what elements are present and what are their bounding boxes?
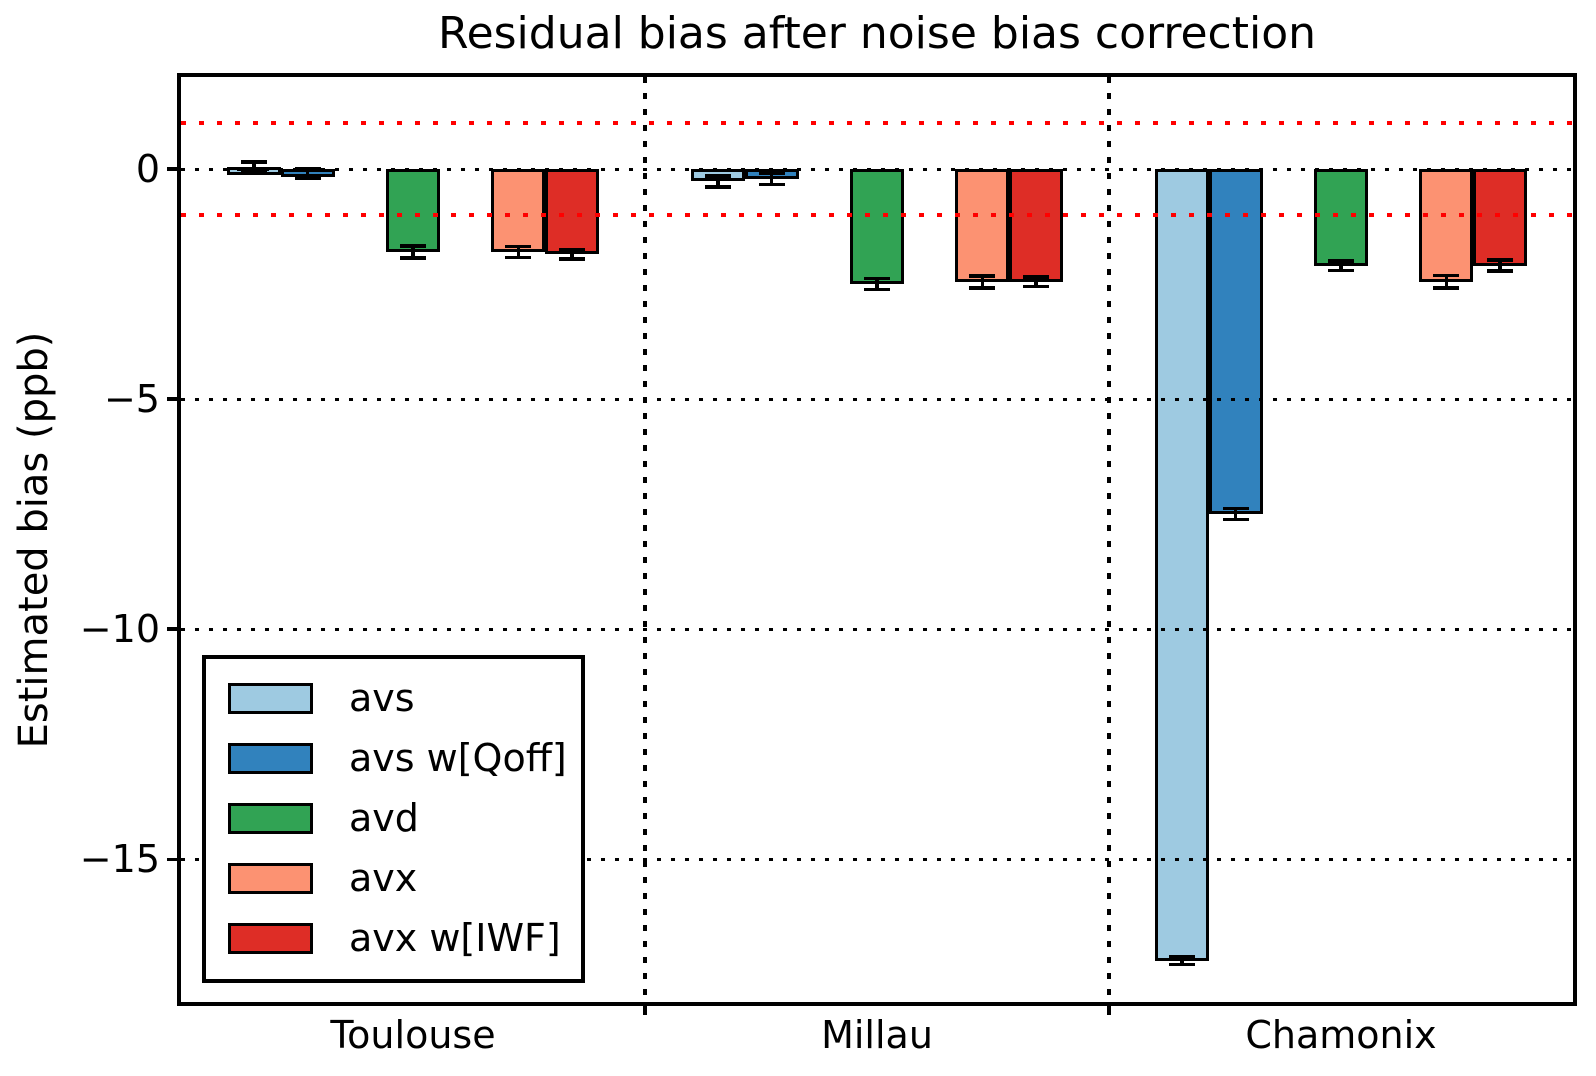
x-tick-mark (643, 1006, 647, 1015)
legend-item-avs-w-qoff: avs w[Qoff] (228, 736, 571, 781)
error-bar-avx-millau (980, 275, 985, 288)
legend-label-avx: avx (349, 856, 418, 901)
x-tick-label-chamonix: Chamonix (1245, 1013, 1437, 1057)
bar-avs-chamonix (1154, 169, 1209, 961)
error-bar-avx-w-iwf-millau (1034, 277, 1038, 287)
error-bar-avx-w-iwf-toulouse (570, 249, 574, 259)
error-bar-cap (969, 286, 996, 290)
error-bar-cap (704, 185, 731, 189)
bar-avd-millau (850, 169, 904, 285)
y-tick-label: −10 (79, 607, 160, 652)
gridline-minus15 (181, 857, 1573, 861)
bar-avx-w-iwf-millau (1009, 169, 1064, 282)
error-bar-cap (969, 274, 996, 278)
threshold-line-minus1 (181, 213, 1573, 218)
legend-swatch-avd (228, 803, 313, 835)
error-bar-cap (1222, 517, 1249, 522)
error-bar-cap (758, 171, 785, 176)
bar-avs-w-qoff-chamonix (1208, 169, 1263, 515)
error-bar-avd-millau (875, 278, 879, 290)
error-bar-cap (1328, 259, 1354, 263)
y-tick-label: −15 (79, 837, 160, 882)
error-bar-avx-chamonix (1444, 275, 1449, 289)
error-bar-cap (1023, 284, 1050, 289)
y-tick-label: −5 (103, 377, 160, 422)
legend-item-avx: avx (228, 856, 571, 901)
error-bar-cap (505, 244, 532, 249)
error-bar-cap (1168, 962, 1195, 966)
x-tick-label-toulouse: Toulouse (330, 1013, 496, 1057)
error-bar-cap (1487, 258, 1514, 262)
threshold-line-plus1 (181, 121, 1573, 126)
error-bar-cap (294, 176, 321, 180)
bar-avd-toulouse (386, 169, 440, 252)
error-bar-cap (864, 276, 890, 281)
error-bar-avx-w-iwf-chamonix (1498, 260, 1502, 272)
error-bar-cap (1433, 273, 1460, 278)
bar-avx-toulouse (491, 169, 546, 252)
gridline-0 (181, 167, 1573, 171)
bar-avx-chamonix (1419, 169, 1474, 282)
legend-swatch-avs (228, 683, 313, 715)
error-bar-cap (1168, 955, 1195, 959)
gridline-minus10 (181, 627, 1573, 631)
error-bar-cap (559, 257, 586, 261)
error-bar-cap (1222, 506, 1249, 511)
error-bar-avs-chamonix (1180, 956, 1184, 965)
y-tick-mark (167, 167, 178, 171)
group-separator-1 (642, 77, 647, 1002)
error-bar-cap (864, 287, 890, 292)
bar-avd-chamonix (1314, 169, 1368, 266)
legend: avs avs w[Qoff] avd avx avx w[IWF] (202, 655, 585, 983)
error-bar-avs-w-qoff-toulouse (305, 169, 310, 179)
error-bar-cap (240, 169, 267, 174)
error-bar-cap (1328, 268, 1354, 273)
bar-avx-w-iwf-chamonix (1473, 169, 1528, 266)
error-bar-cap (1433, 286, 1460, 290)
error-bar-cap (1023, 275, 1050, 279)
y-tick-mark (167, 857, 178, 862)
y-tick-mark (167, 627, 178, 631)
legend-item-avx-w-iwf: avx w[IWF] (228, 916, 571, 961)
error-bar-cap (400, 244, 426, 248)
error-bar-cap (704, 174, 731, 178)
bar-avx-w-iwf-toulouse (545, 169, 600, 255)
legend-swatch-avx-w-iwf (228, 923, 313, 955)
error-bar-cap (294, 167, 321, 171)
legend-item-avs: avs (228, 676, 571, 721)
legend-label-avs: avs (349, 676, 415, 721)
error-bar-cap (240, 160, 267, 164)
gridline-minus5 (181, 397, 1573, 401)
group-separator-2 (1107, 77, 1112, 1002)
chart-title: Residual bias after noise bias correctio… (437, 8, 1317, 59)
error-bar-avd-toulouse (411, 245, 415, 258)
x-tick-label-millau: Millau (821, 1013, 933, 1057)
error-bar-cap (758, 182, 785, 187)
bar-avx-millau (955, 169, 1010, 282)
y-tick-label: 0 (135, 147, 160, 192)
error-bar-avs-w-qoff-millau (769, 173, 774, 185)
legend-label-avs-w-qoff: avs w[Qoff] (349, 736, 567, 781)
y-tick-mark (167, 397, 178, 401)
error-bar-avx-toulouse (516, 246, 521, 258)
plot-area (167, 73, 1577, 1015)
error-bar-avd-chamonix (1339, 261, 1343, 271)
legend-swatch-avx (228, 863, 313, 895)
legend-swatch-avs-w-qoff (228, 743, 313, 775)
error-bar-cap (505, 255, 532, 260)
error-bar-avs-millau (716, 175, 720, 187)
x-tick-mark (1107, 1006, 1111, 1015)
error-bar-avs-toulouse (252, 162, 256, 172)
error-bar-cap (400, 256, 426, 260)
legend-item-avd: avd (228, 796, 571, 841)
legend-label-avx-w-iwf: avx w[IWF] (349, 916, 561, 961)
error-bar-avs-w-qoff-chamonix (1233, 508, 1238, 520)
error-bar-cap (559, 247, 586, 252)
legend-label-avd: avd (349, 796, 419, 841)
error-bar-cap (1487, 269, 1514, 273)
